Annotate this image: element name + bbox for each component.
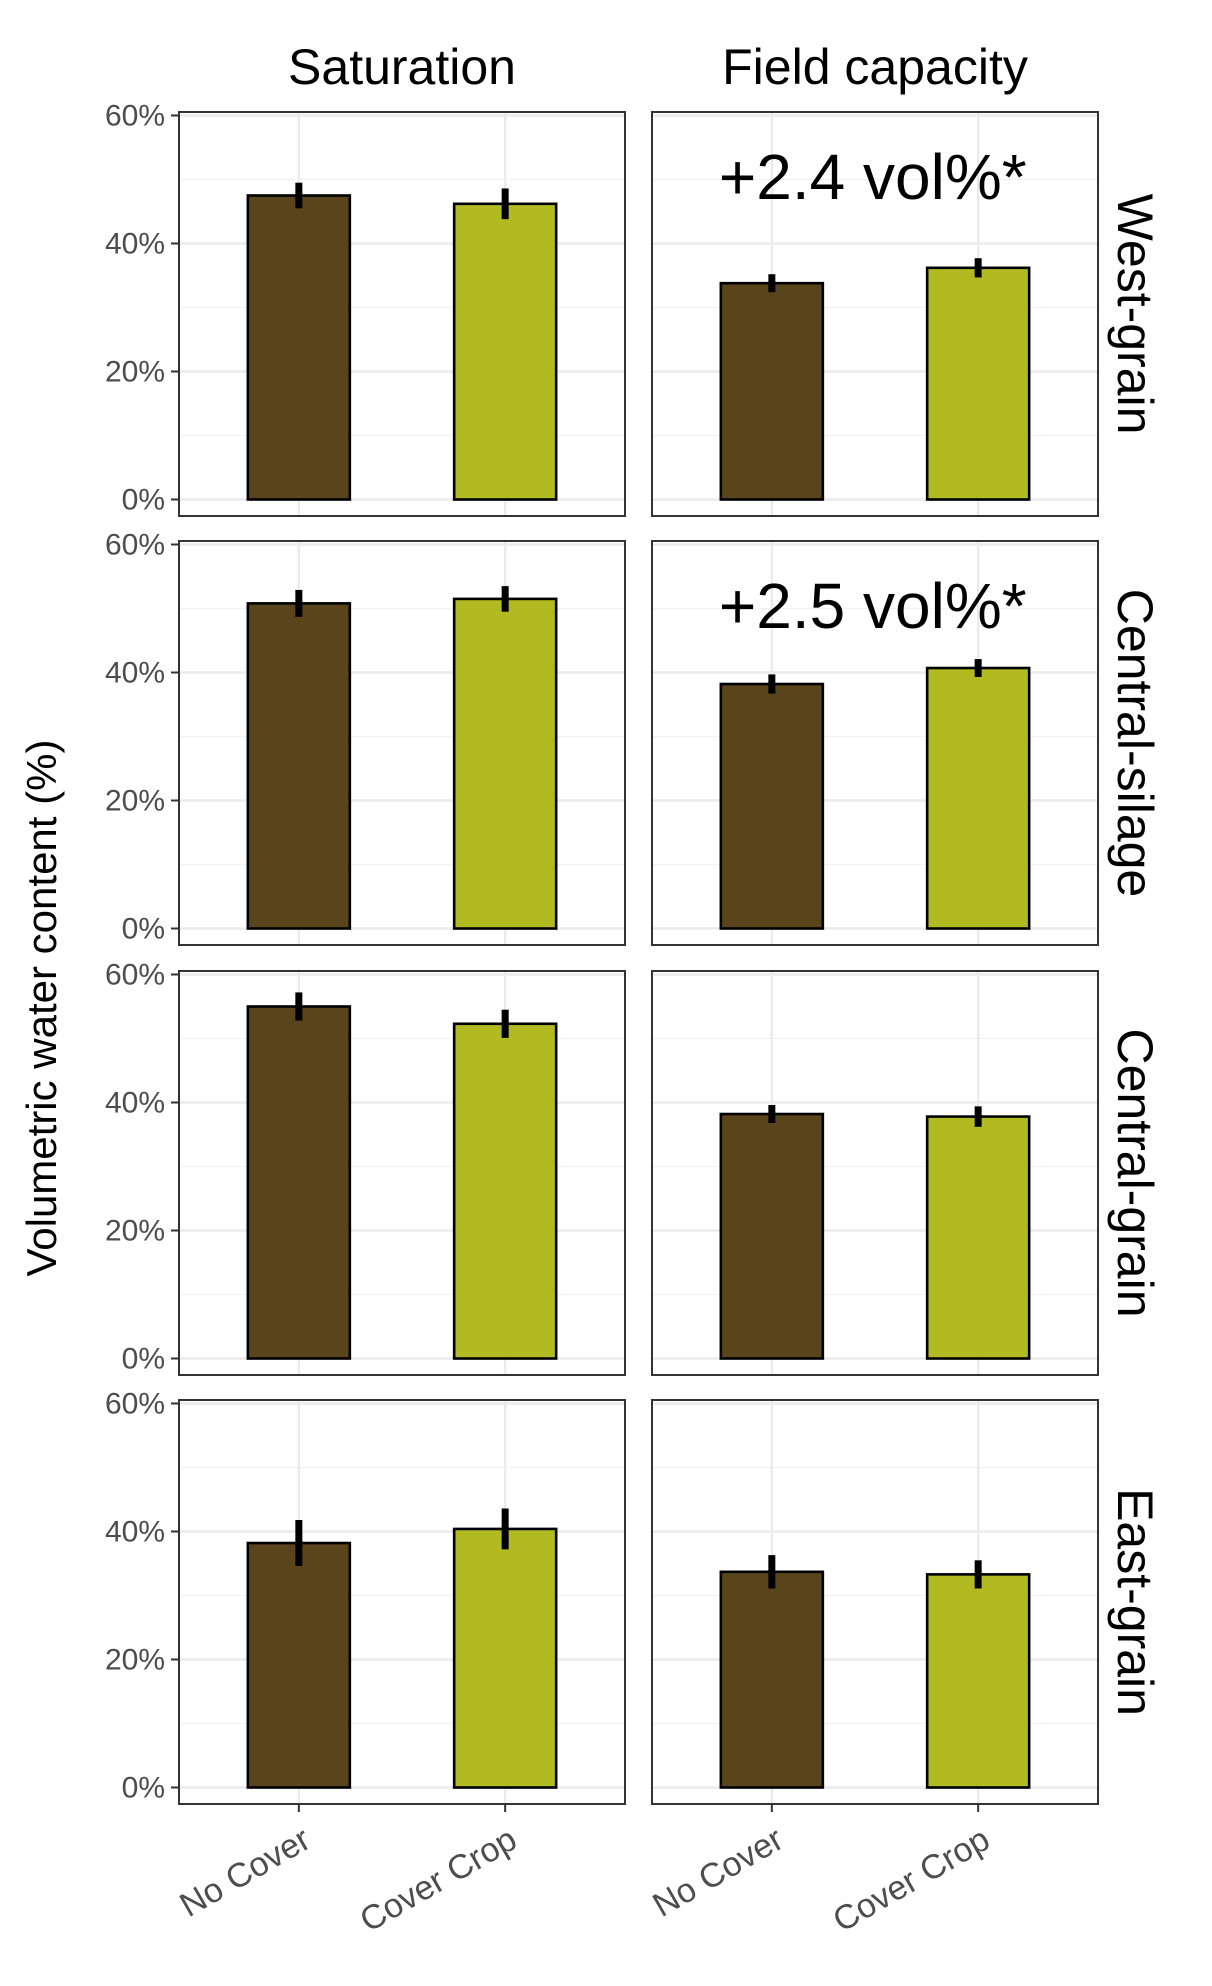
significance-annotation: +2.4 vol%* [719, 141, 1027, 213]
y-tick-label: 20% [105, 1644, 165, 1677]
x-tick-label: No Cover [173, 1820, 316, 1925]
y-tick-label: 0% [122, 484, 165, 517]
panel-background [179, 541, 625, 945]
row-label-1: Central-silage [1107, 589, 1163, 897]
panel-3-0: 0% 20% 40% 60% No Cover Cover Crop [105, 1388, 626, 1940]
y-tick-label: 60% [105, 529, 165, 562]
y-tick-label: 60% [105, 100, 165, 133]
y-tick-label: 40% [105, 1087, 165, 1120]
y-tick-label: 40% [105, 657, 165, 690]
bar-no-cover [246, 194, 352, 501]
row-label-0: West-grain [1107, 194, 1163, 435]
panel-border [178, 111, 626, 517]
panel-background [179, 971, 625, 1375]
panel-border [651, 1399, 1099, 1805]
bar-no-cover [246, 1541, 352, 1789]
bar-cover-crop [452, 597, 558, 930]
bar-cover-crop [452, 202, 558, 501]
panel-0-1: +2.4 vol%* [651, 111, 1099, 517]
significance-annotation: +2.5 vol%* [719, 570, 1027, 642]
panel-background [179, 112, 625, 516]
y-tick-label: 0% [122, 913, 165, 946]
y-tick-label: 60% [105, 1388, 165, 1421]
bar-cover-crop [452, 1527, 558, 1789]
panel-3-1: No Cover Cover Crop [646, 1399, 1099, 1940]
y-tick-label: 40% [105, 228, 165, 261]
panel-2-0: 0% 20% 40% 60% [105, 959, 626, 1376]
y-tick-label: 0% [122, 1772, 165, 1805]
panel-border [651, 540, 1099, 946]
x-tick-label: Cover Crop [827, 1820, 997, 1940]
y-tick-label: 20% [105, 1215, 165, 1248]
y-tick-label: 20% [105, 785, 165, 818]
bar-no-cover [719, 281, 825, 501]
x-tick-label: Cover Crop [354, 1820, 524, 1940]
panel-background [652, 971, 1098, 1375]
panels-layer: Saturation Field capacity West-grain Centra… [105, 39, 1163, 1940]
panel-border [178, 970, 626, 1376]
bar-no-cover [719, 1570, 825, 1789]
panel-border [651, 111, 1099, 517]
bar-cover-crop [925, 666, 1031, 930]
y-tick-label: 0% [122, 1343, 165, 1376]
bar-cover-crop [925, 1573, 1031, 1789]
panel-border [651, 970, 1099, 1376]
y-tick-label: 60% [105, 959, 165, 992]
bar-no-cover [246, 1005, 352, 1360]
bar-no-cover [719, 682, 825, 930]
bar-cover-crop [925, 1115, 1031, 1360]
column-title-1: Field capacity [722, 39, 1028, 95]
column-title-0: Saturation [288, 39, 516, 95]
bar-cover-crop [925, 266, 1031, 501]
bar-no-cover [246, 602, 352, 930]
panel-2-1 [651, 970, 1099, 1376]
panel-background [652, 1400, 1098, 1804]
y-tick-label: 20% [105, 356, 165, 389]
bar-cover-crop [452, 1022, 558, 1360]
panel-1-1: +2.5 vol%* [651, 540, 1099, 946]
bar-no-cover [719, 1112, 825, 1360]
panel-border [178, 1399, 626, 1805]
panel-1-0: 0% 20% 40% 60% [105, 529, 626, 946]
x-tick-label: No Cover [646, 1820, 789, 1925]
panel-0-0: 0% 20% 40% 60% [105, 100, 626, 517]
row-label-2: Central-grain [1107, 1028, 1163, 1317]
row-label-3: East-grain [1107, 1488, 1163, 1716]
y-tick-label: 40% [105, 1516, 165, 1549]
panel-border [178, 540, 626, 946]
y-axis-title: Volumetric water content (%) [18, 740, 65, 1277]
panel-background [179, 1400, 625, 1804]
